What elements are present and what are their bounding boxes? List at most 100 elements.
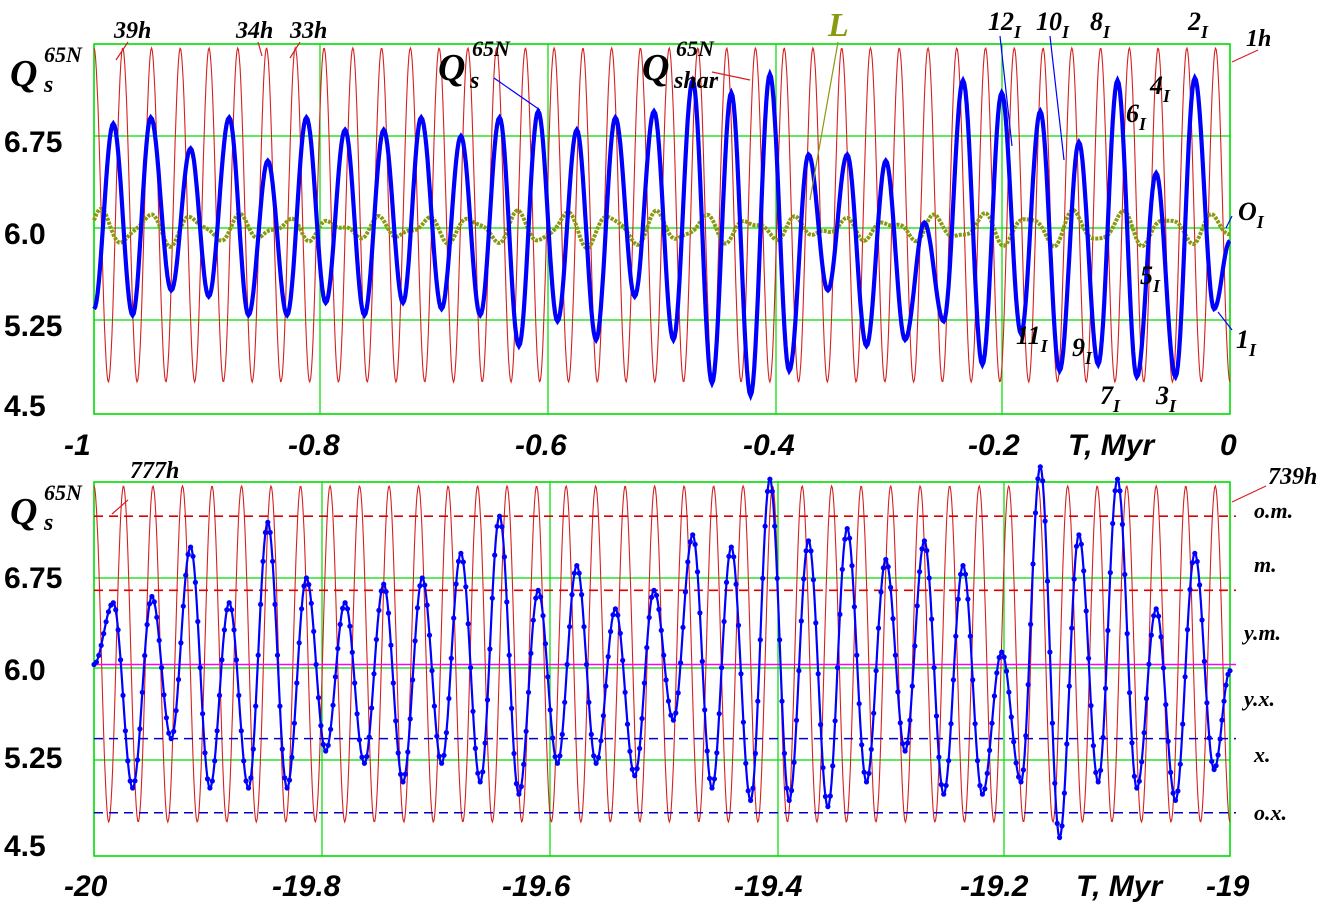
Qs65N-point bbox=[984, 770, 990, 777]
Qs65N-point bbox=[330, 702, 336, 708]
ylabel-sup: 65N bbox=[44, 480, 83, 505]
Qs65N-point bbox=[458, 550, 464, 556]
Qs65N-point bbox=[610, 612, 616, 618]
Qs65N-point bbox=[340, 605, 346, 612]
Qs65N-point bbox=[779, 698, 785, 704]
Qs65N-point bbox=[748, 797, 754, 804]
Qs65N-point bbox=[1059, 823, 1065, 829]
Qs65N-point bbox=[545, 674, 551, 680]
Qs65N-point bbox=[284, 785, 290, 791]
leader-line bbox=[493, 77, 541, 111]
Qs65N-point bbox=[260, 558, 266, 564]
Qs65N-point bbox=[569, 592, 575, 598]
Qs65N-point bbox=[699, 658, 705, 665]
Qs65N-point bbox=[214, 728, 220, 734]
Qs65N-point bbox=[134, 757, 141, 763]
Qs65N-point bbox=[354, 711, 360, 717]
Qs65N-point bbox=[777, 637, 783, 643]
Qs65N-point bbox=[494, 523, 500, 529]
Qs65N-point bbox=[1187, 586, 1193, 593]
Qs65N-point bbox=[436, 753, 442, 759]
leader-line bbox=[1231, 485, 1267, 503]
Qs65N-point bbox=[567, 624, 573, 630]
Qs65N-point bbox=[670, 717, 677, 723]
ylabel-sub: s bbox=[43, 72, 53, 98]
Qs65N-point bbox=[576, 570, 582, 576]
Qs65N-point bbox=[950, 677, 957, 683]
Qs65N-point bbox=[690, 532, 696, 538]
Qs65N-point bbox=[591, 753, 597, 759]
Qs65N-point bbox=[917, 569, 923, 575]
Qs65N-point bbox=[866, 770, 872, 777]
Qs65N-point bbox=[376, 607, 382, 614]
Qs65N-point bbox=[110, 600, 116, 606]
Qs65N-point bbox=[786, 797, 792, 804]
Qs65N-point bbox=[130, 785, 136, 791]
Qs65N-point bbox=[692, 541, 698, 548]
orbital-index-label: 12I bbox=[988, 7, 1022, 42]
Qs65N-point bbox=[156, 637, 162, 644]
leader-line bbox=[809, 41, 839, 201]
Qs65N-point bbox=[1148, 632, 1154, 638]
Qs65N-point bbox=[617, 630, 623, 636]
Qs65N-point bbox=[342, 600, 348, 606]
Qs65N-point bbox=[1143, 695, 1150, 702]
Qs65N-point bbox=[144, 622, 150, 628]
Qs65N-point bbox=[499, 524, 505, 530]
Qs65N-point bbox=[221, 627, 227, 633]
Qs65N-point bbox=[1177, 761, 1183, 767]
Qs65N-point bbox=[929, 616, 935, 622]
Qs65N-point bbox=[535, 587, 541, 594]
Qs65N-point bbox=[1110, 520, 1116, 527]
Qs65N-point bbox=[265, 519, 271, 526]
Qs65N-point bbox=[542, 641, 549, 647]
Qs65N-point bbox=[1192, 550, 1198, 556]
top-xtick-label: -0.2 bbox=[968, 429, 1020, 462]
Qs65N-point bbox=[154, 614, 160, 620]
Qs65N-point bbox=[142, 653, 148, 659]
Qs65N-point bbox=[1175, 788, 1181, 794]
Qs65N-point bbox=[395, 750, 401, 756]
Qs65N-point bbox=[919, 546, 925, 552]
Qs65N-point bbox=[559, 731, 565, 738]
Qs65N-point bbox=[1105, 627, 1111, 634]
Qs65N-point bbox=[854, 652, 860, 658]
Qs65N-point bbox=[538, 594, 544, 600]
ylabel-main: Q bbox=[10, 53, 37, 95]
Qs65N-point bbox=[1001, 654, 1007, 660]
Qs65N-point bbox=[798, 618, 804, 624]
Qs65N-point bbox=[943, 782, 949, 789]
Qs65N-point bbox=[484, 697, 491, 703]
Qs65N-point bbox=[813, 620, 819, 626]
Qs65N-point bbox=[946, 758, 952, 764]
Qs65N-point bbox=[506, 652, 512, 658]
bottom-xtick-label: -19.8 bbox=[272, 870, 341, 903]
bottom-ytick-label: 4.5 bbox=[4, 830, 46, 863]
Qs65N-point bbox=[726, 553, 732, 559]
Qs65N-point bbox=[277, 703, 283, 709]
Qs65N-point bbox=[96, 652, 102, 659]
bottom-xtick-label: -19 bbox=[1206, 870, 1250, 903]
Qs65N-point bbox=[1227, 668, 1233, 674]
Qs65N-point bbox=[933, 713, 940, 719]
Qs65N-point bbox=[991, 693, 998, 699]
Qs65N-point bbox=[410, 677, 416, 683]
annot-1h: 1h bbox=[1246, 26, 1271, 52]
Qs65N-point bbox=[912, 643, 918, 649]
Qs65N-point bbox=[694, 569, 701, 575]
Qs65N-point bbox=[1114, 476, 1121, 482]
Qs65N-point bbox=[1182, 674, 1188, 680]
Qs65N-point bbox=[673, 710, 679, 716]
annot-Qshar65N: Q 65N shar bbox=[642, 36, 719, 94]
Qs65N-point bbox=[1076, 532, 1082, 538]
Qs65N-point bbox=[1163, 702, 1169, 708]
Qs65N-point bbox=[1197, 582, 1203, 588]
Qs65N-point bbox=[188, 544, 194, 550]
bottom-xaxis-title: T, Myr bbox=[1076, 870, 1164, 903]
Qs65N-point bbox=[909, 683, 915, 689]
Qs65N-point bbox=[315, 695, 322, 701]
zone-label: y.m. bbox=[1241, 620, 1281, 645]
Qs65N-point bbox=[731, 554, 737, 560]
Qs65N-point bbox=[682, 589, 689, 595]
Qs65N-point bbox=[472, 745, 478, 752]
